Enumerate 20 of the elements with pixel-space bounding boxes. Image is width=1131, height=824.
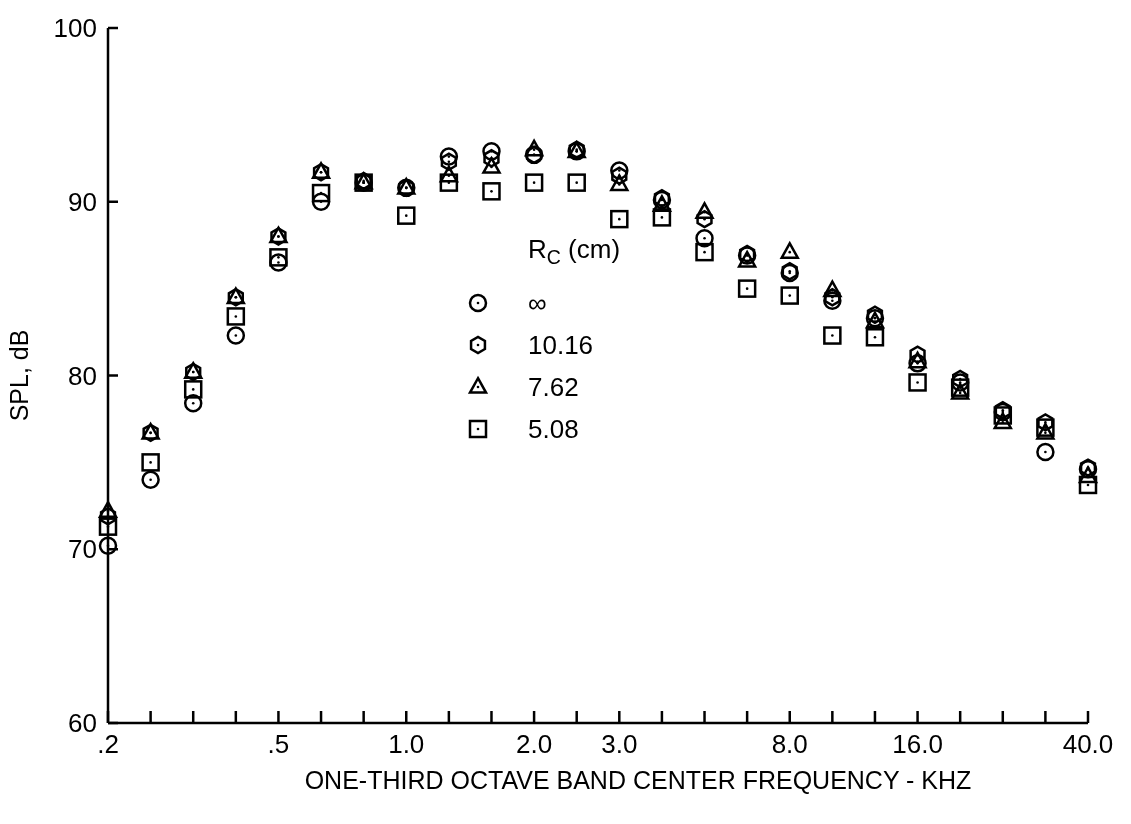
x-tick-label: 3.0	[601, 729, 638, 759]
legend-label: 10.16	[528, 330, 594, 361]
y-tick-label: 70	[68, 534, 97, 565]
legend-title: R$_{C}$ (cm)	[528, 234, 621, 268]
x-axis-title: ONE-THIRD OCTAVE BAND CENTER FREQUENCY - KHZ	[304, 766, 972, 794]
x-tick-label: .5	[267, 729, 290, 759]
x-tick-label: .2	[97, 729, 119, 759]
legend-label: ∞	[528, 288, 547, 319]
x-tick-label: 8.0	[771, 729, 808, 759]
y-tick-label: 80	[68, 360, 97, 391]
x-tick-label: 1.0	[388, 729, 425, 759]
legend-label: 5.08	[528, 414, 579, 445]
x-tick-label: 16.0	[892, 729, 943, 759]
x-tick-label: 2.0	[516, 729, 553, 759]
x-tick-label: 40.0	[1062, 729, 1114, 759]
legend-label: 7.62	[528, 372, 579, 403]
y-tick-label: 100	[53, 13, 97, 44]
y-tick-label: 90	[68, 186, 97, 217]
y-axis-title: SPL, dB	[5, 329, 33, 422]
y-tick-label: 60	[68, 708, 97, 739]
